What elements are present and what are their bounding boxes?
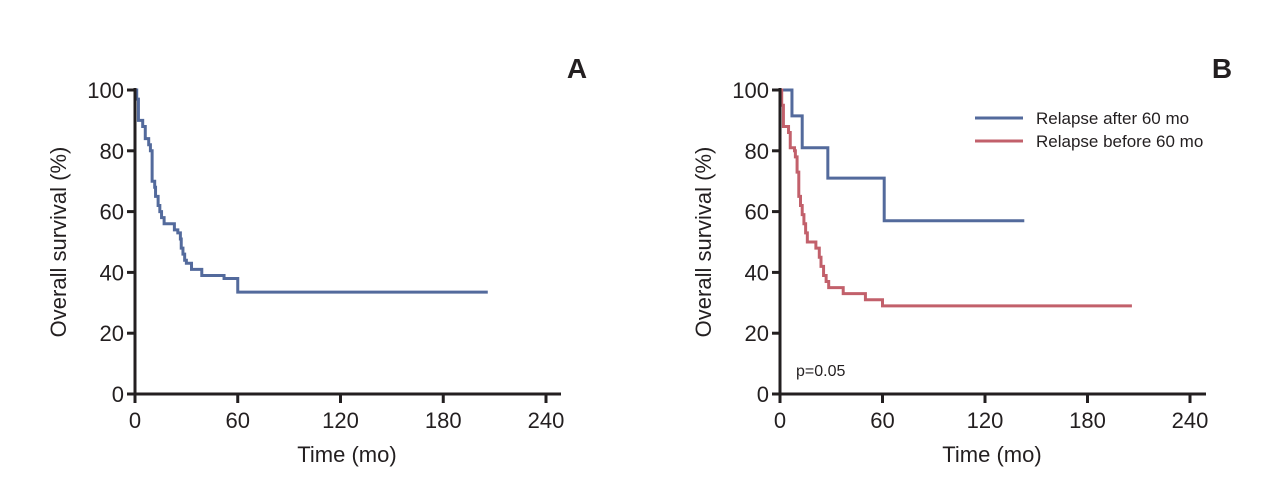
x-tick-label: 240 <box>528 408 565 433</box>
x-tick-label: 0 <box>129 408 141 433</box>
y-ticks: 0 20 40 60 80 100 <box>732 78 780 407</box>
x-ticks: 0 60 120 180 240 <box>129 394 564 433</box>
y-tick-label: 0 <box>757 382 769 407</box>
p-value-annotation: p=0.05 <box>796 363 845 380</box>
legend-label-relapse-after: Relapse after 60 mo <box>1036 109 1189 128</box>
panel-a: A 0 20 40 60 80 100 0 60 120 180 240 Time (mo) Ov… <box>46 53 587 467</box>
survival-curve-relapse-after-60-mo <box>780 88 1025 223</box>
y-axis-title: Overall survival (%) <box>691 147 716 338</box>
panel-letter-b: B <box>1212 53 1232 84</box>
y-tick-label: 100 <box>732 78 769 103</box>
survival-curve-relapse-before-60-mo <box>780 88 1132 308</box>
y-ticks: 0 20 40 60 80 100 <box>87 78 135 407</box>
y-axis-title: Overall survival (%) <box>46 147 71 338</box>
x-tick-label: 120 <box>322 408 359 433</box>
series-layer <box>780 88 1132 308</box>
panel-letter-a: A <box>567 53 587 84</box>
y-tick-label: 20 <box>100 321 124 346</box>
y-tick-label: 60 <box>745 200 769 225</box>
y-tick-label: 40 <box>745 260 769 285</box>
x-tick-label: 0 <box>774 408 786 433</box>
panel-b: B 0 20 40 60 80 100 0 60 120 180 240 Time (mo) Ov… <box>691 53 1232 467</box>
legend-label-relapse-before: Relapse before 60 mo <box>1036 132 1203 151</box>
series-layer <box>135 88 488 294</box>
x-tick-label: 60 <box>870 408 894 433</box>
x-tick-label: 120 <box>967 408 1004 433</box>
y-tick-label: 100 <box>87 78 124 103</box>
x-tick-label: 240 <box>1172 408 1209 433</box>
y-tick-label: 80 <box>745 139 769 164</box>
y-tick-label: 40 <box>100 260 124 285</box>
x-axis-title: Time (mo) <box>942 442 1041 467</box>
y-tick-label: 80 <box>100 139 124 164</box>
x-tick-label: 60 <box>226 408 250 433</box>
y-tick-label: 0 <box>112 382 124 407</box>
survival-curve-overall <box>135 88 488 294</box>
x-axis-title: Time (mo) <box>297 442 396 467</box>
x-ticks: 0 60 120 180 240 <box>774 394 1208 433</box>
x-tick-label: 180 <box>425 408 462 433</box>
y-tick-label: 60 <box>100 200 124 225</box>
x-tick-label: 180 <box>1069 408 1106 433</box>
legend: Relapse after 60 mo Relapse before 60 mo <box>975 109 1203 151</box>
y-tick-label: 20 <box>745 321 769 346</box>
